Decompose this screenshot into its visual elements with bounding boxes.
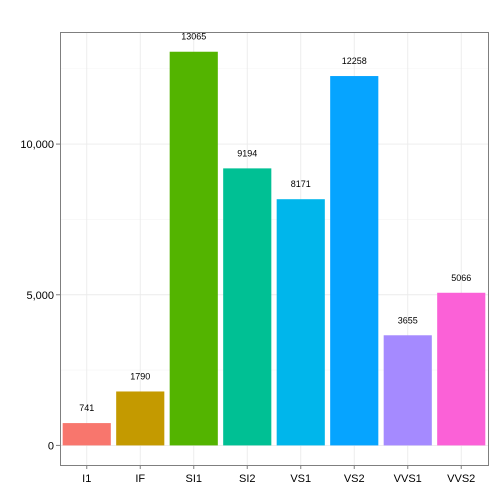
bar-i1 (62, 423, 111, 446)
y-tick-label: 0 (48, 440, 54, 452)
bars (62, 51, 486, 446)
x-tick-label: VVS2 (447, 473, 475, 485)
x-tick-label: SI1 (185, 473, 202, 485)
x-tick-label: VS1 (290, 473, 311, 485)
x-tick-label: SI2 (239, 473, 256, 485)
data-label-vs2: 12258 (342, 56, 367, 66)
x-tick-label: VS2 (344, 473, 365, 485)
x-tick-label: VVS1 (394, 473, 422, 485)
y-tick-label: 5,000 (26, 290, 54, 302)
bar-vvs2 (437, 292, 486, 446)
data-label-if: 1790 (130, 371, 150, 381)
data-label-vvs2: 5066 (451, 273, 471, 283)
data-label-si2: 9194 (237, 148, 257, 158)
x-axis: I1 IF SI1 SI2 VS1 VS2 VVS1 VVS2 (82, 465, 475, 485)
data-label-si1: 13065 (181, 32, 206, 42)
data-label-i1: 741 (79, 403, 94, 413)
y-axis: 0 5,000 10,000 (20, 139, 60, 452)
bar-if (116, 391, 165, 446)
bar-vs1 (276, 199, 325, 446)
y-tick-label: 10,000 (20, 139, 54, 151)
x-tick-label: IF (135, 473, 145, 485)
bar-vvs1 (383, 335, 432, 446)
x-tick-label: I1 (82, 473, 91, 485)
bar-vs2 (330, 76, 379, 446)
bar-si2 (223, 168, 272, 446)
data-label-vs1: 8171 (291, 179, 311, 189)
data-label-vvs1: 3655 (398, 315, 418, 325)
bar-si1 (169, 51, 218, 446)
data-labels: 741 1790 13065 9194 8171 12258 3655 5066 (79, 32, 471, 413)
plot-panel-border (60, 32, 489, 466)
